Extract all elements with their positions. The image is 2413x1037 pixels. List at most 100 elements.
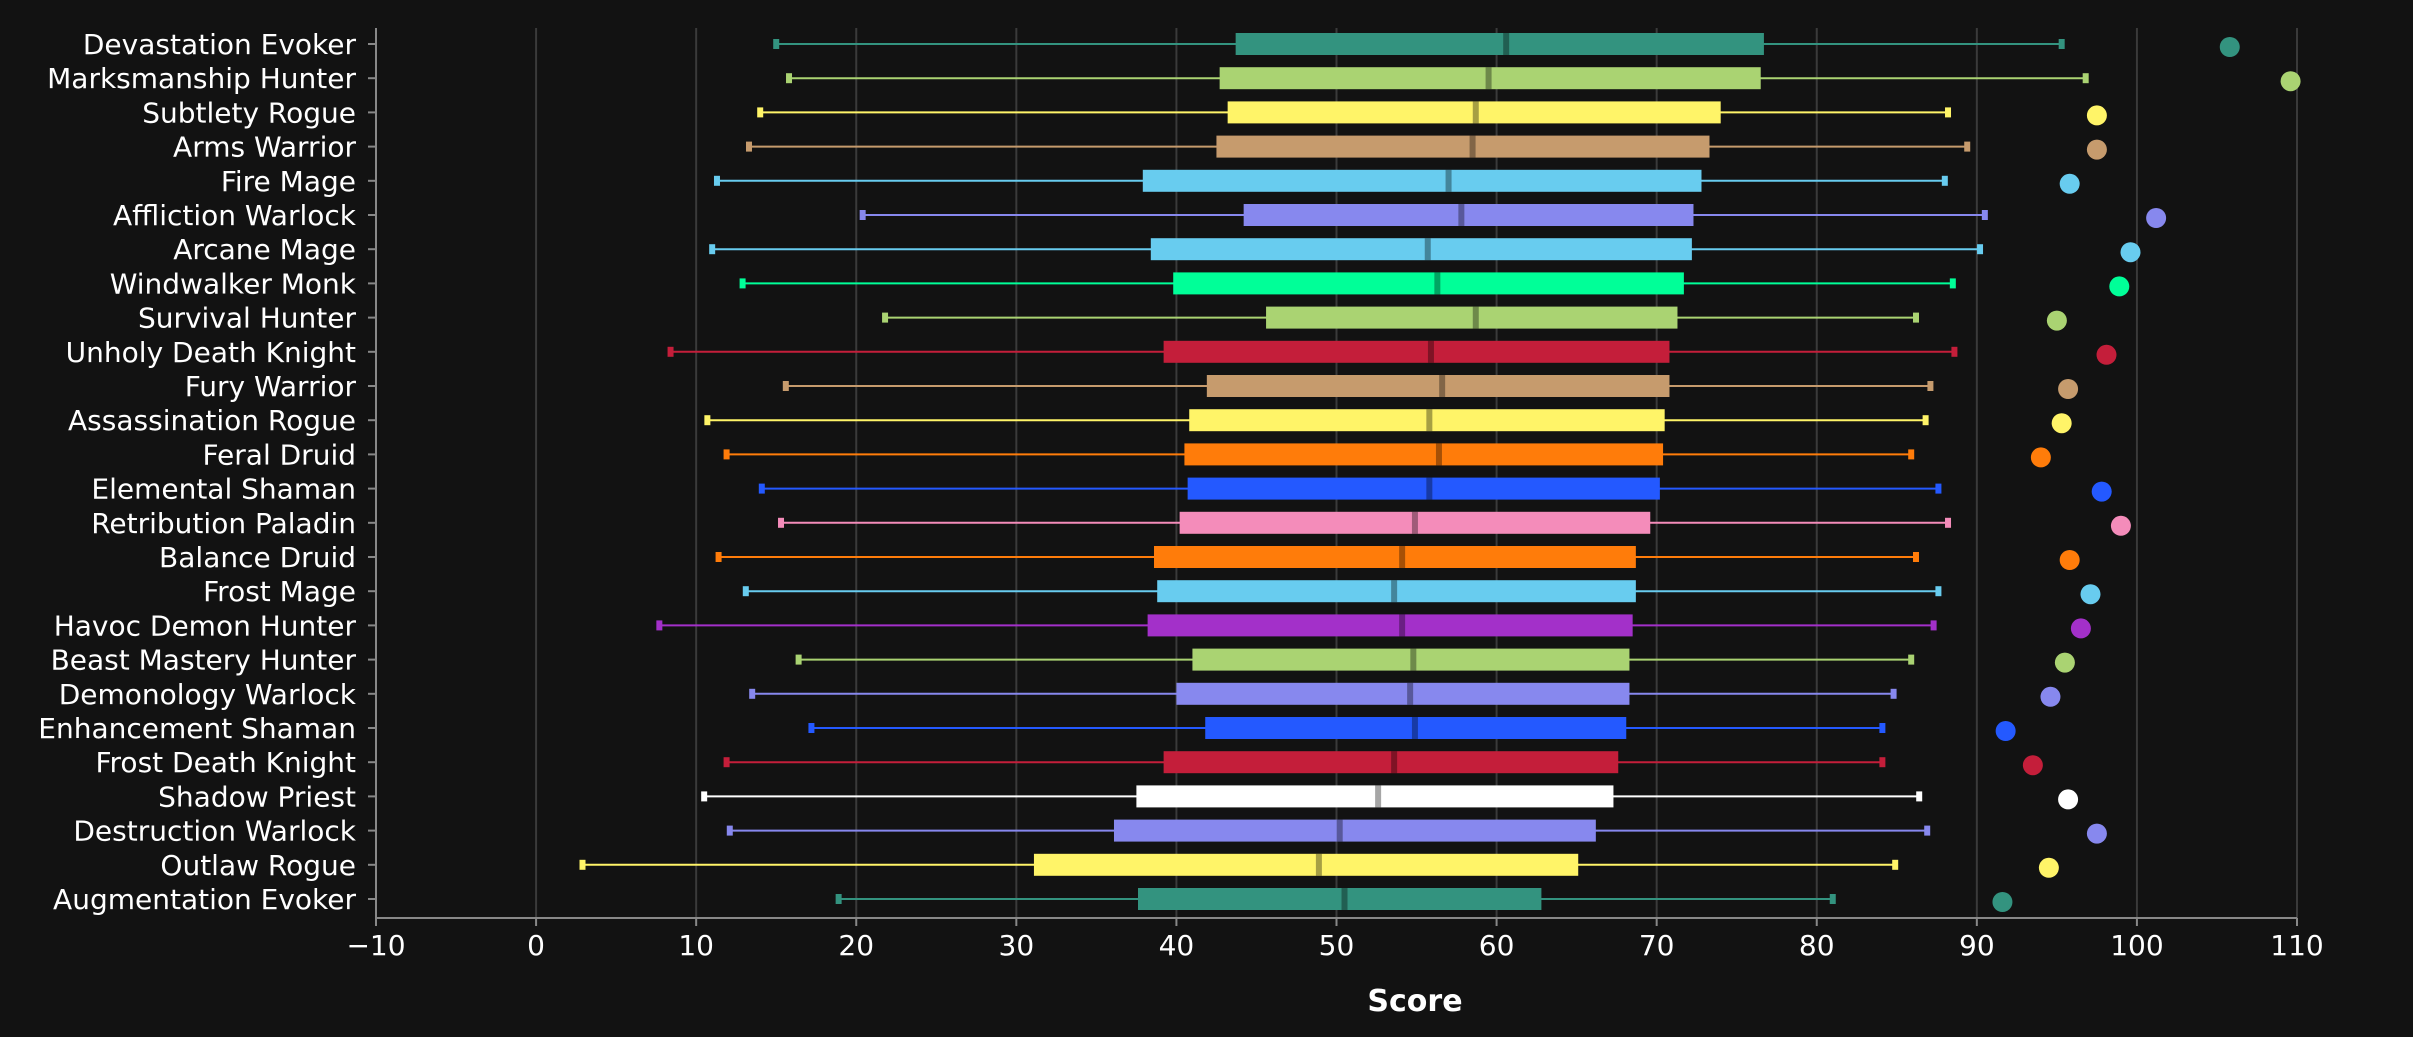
series-arms-warrior (745, 135, 2107, 160)
whisker-min-cap (745, 141, 752, 152)
whisker-max-cap (1949, 278, 1956, 289)
whisker-max-cap (1977, 244, 1984, 255)
series-destruction-warlock (726, 819, 2107, 844)
median-line (1435, 443, 1442, 466)
series-enhancement-shaman (808, 717, 2016, 741)
max-point (2086, 823, 2107, 844)
series-survival-hunter (882, 306, 2067, 331)
iqr-box (1163, 751, 1619, 774)
max-point (1995, 721, 2016, 741)
iqr-box (1192, 648, 1630, 671)
max-point (2038, 857, 2059, 878)
whisker-min-cap (835, 894, 842, 904)
iqr-box (1205, 717, 1627, 739)
y-tick-label: Retribution Paladin (91, 507, 356, 540)
whisker-min-cap (723, 757, 730, 768)
max-point (2022, 755, 2043, 776)
iqr-box (1136, 785, 1614, 808)
whisker-max-cap (1913, 552, 1920, 562)
max-point (2059, 550, 2080, 570)
marks-layer (579, 33, 2301, 912)
max-point (2091, 481, 2112, 502)
median-line (1407, 682, 1414, 705)
y-tick-label: Fire Mage (221, 165, 356, 198)
median-line (1503, 33, 1510, 55)
series-fire-mage (713, 169, 2080, 194)
y-tick-label: Unholy Death Knight (66, 336, 356, 369)
iqr-box (1142, 169, 1702, 192)
iqr-box (1243, 204, 1694, 226)
whisker-min-cap (723, 449, 730, 460)
y-tick-label: Beast Mastery Hunter (51, 644, 357, 677)
x-tick-label: 70 (1639, 929, 1675, 962)
series-elemental-shaman (758, 477, 2112, 502)
whisker-max-cap (1945, 517, 1952, 528)
series-demonology-warlock (749, 682, 2061, 707)
max-point (2219, 37, 2240, 57)
series-augmentation-evoker (835, 888, 2013, 912)
iqr-box (1033, 853, 1579, 876)
median-line (1375, 785, 1382, 808)
iqr-box (1235, 33, 1764, 55)
median-line (1399, 546, 1406, 568)
whisker-min-cap (782, 381, 789, 391)
max-point (1992, 892, 2013, 912)
series-unholy-death-knight (667, 340, 2117, 365)
series-devastation-evoker (773, 33, 2240, 57)
x-tick-label: 10 (678, 929, 714, 962)
median-line (1391, 580, 1398, 603)
max-point (2086, 105, 2107, 126)
median-line (1439, 375, 1446, 397)
max-point (2086, 139, 2107, 160)
whisker-min-cap (742, 586, 749, 597)
x-axis-title: Score (1367, 984, 1462, 1019)
y-tick-label: Arms Warrior (173, 131, 356, 164)
median-line (1391, 751, 1398, 774)
whisker-max-cap (1879, 757, 1886, 768)
max-point (2280, 71, 2301, 92)
series-outlaw-rogue (579, 853, 2059, 878)
max-point (2058, 379, 2079, 399)
median-line (1469, 135, 1476, 158)
x-tick-label: 40 (1159, 929, 1195, 962)
whisker-max-cap (1945, 107, 1952, 118)
median-line (1434, 272, 1441, 295)
y-tick-label: Windwalker Monk (110, 267, 357, 300)
series-frost-mage (742, 580, 2101, 605)
series-fury-warrior (782, 375, 2079, 399)
whisker-min-cap (757, 107, 764, 118)
whisker-max-cap (1879, 723, 1886, 733)
series-subtlety-rogue (757, 101, 2107, 126)
whisker-min-cap (726, 825, 733, 836)
median-line (1341, 888, 1348, 910)
whisker-max-cap (1927, 381, 1934, 391)
iqr-box (1206, 375, 1670, 397)
x-tick-label: 50 (1319, 929, 1355, 962)
whisker-min-cap (701, 791, 708, 802)
iqr-box (1137, 888, 1542, 910)
max-point (2051, 413, 2072, 434)
whisker-min-cap (795, 654, 802, 665)
iqr-box (1157, 580, 1636, 603)
max-point (2146, 208, 2167, 228)
median-line (1427, 340, 1434, 363)
max-point (2070, 618, 2091, 639)
median-line (1445, 169, 1452, 192)
median-line (1315, 853, 1322, 876)
whisker-max-cap (2082, 73, 2089, 84)
max-point (2059, 173, 2080, 194)
series-beast-mastery-hunter (795, 648, 2075, 673)
iqr-box (1173, 272, 1684, 295)
x-tick-label: 60 (1479, 929, 1515, 962)
whisker-min-cap (778, 517, 785, 528)
whisker-min-cap (749, 688, 756, 699)
series-affliction-warlock (859, 204, 2167, 228)
whisker-min-cap (713, 175, 720, 186)
y-tick-label: Frost Death Knight (95, 746, 356, 779)
iqr-box (1147, 614, 1633, 637)
y-tick-label: Survival Hunter (138, 302, 357, 335)
median-line (1426, 477, 1433, 500)
iqr-box (1189, 409, 1665, 432)
iqr-box (1187, 477, 1660, 500)
